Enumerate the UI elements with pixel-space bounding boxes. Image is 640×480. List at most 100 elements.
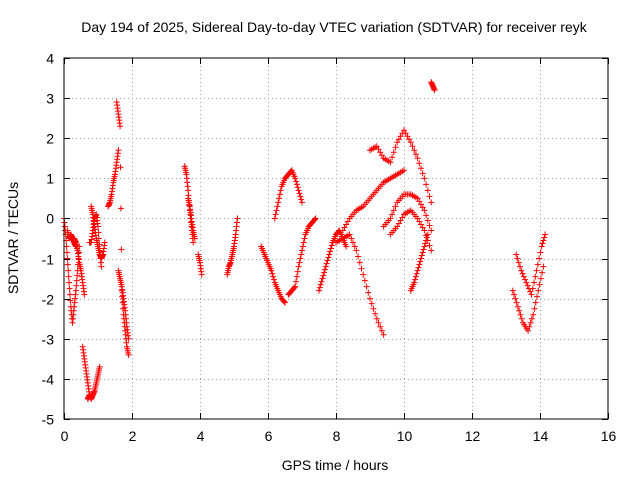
- data-point: [66, 291, 73, 298]
- data-point: [296, 190, 303, 197]
- series-sat-e: [84, 363, 103, 402]
- data-point: [365, 289, 372, 296]
- data-point: [536, 255, 543, 262]
- data-point: [531, 279, 538, 286]
- data-point: [269, 270, 276, 277]
- x-tick-label: 12: [465, 428, 481, 444]
- data-point: [539, 269, 546, 276]
- data-point: [532, 273, 539, 280]
- data-point: [375, 146, 382, 153]
- data-point: [394, 223, 401, 230]
- x-tick-label: 16: [601, 428, 617, 444]
- y-tick-label: 2: [46, 131, 54, 147]
- data-point: [316, 284, 323, 291]
- data-point: [527, 288, 534, 295]
- data-point: [293, 278, 300, 285]
- data-point: [421, 207, 428, 214]
- data-point: [512, 295, 519, 302]
- series-sat-m: [195, 251, 205, 278]
- data-point: [426, 242, 433, 249]
- data-point: [421, 243, 428, 250]
- data-point: [421, 227, 428, 234]
- data-point: [534, 293, 541, 300]
- data-point: [325, 254, 332, 261]
- grid: [64, 58, 608, 419]
- x-tick-label: 14: [533, 428, 549, 444]
- data-point: [528, 315, 535, 322]
- series-sat-x: [407, 231, 431, 294]
- data-point: [273, 207, 280, 214]
- data-point: [377, 149, 384, 156]
- data-point: [380, 331, 387, 338]
- data-point: [394, 139, 401, 146]
- data-point: [115, 147, 122, 154]
- x-tick-label: 0: [61, 428, 69, 444]
- data-point: [323, 260, 330, 267]
- data-point: [373, 315, 380, 322]
- data-point: [428, 199, 435, 206]
- data-point: [412, 276, 419, 283]
- data-point: [378, 327, 385, 334]
- data-point: [421, 175, 428, 182]
- data-point: [276, 191, 283, 198]
- series-sat-z: [509, 263, 547, 334]
- data-point: [293, 273, 300, 280]
- data-point: [418, 201, 424, 208]
- data-point: [316, 287, 322, 294]
- data-point: [517, 311, 524, 318]
- data-point: [541, 234, 548, 241]
- data-point: [392, 144, 399, 151]
- data-point: [378, 152, 385, 159]
- series-sat-aa: [513, 231, 549, 298]
- data-point: [324, 257, 331, 264]
- data-point: [298, 196, 305, 203]
- data-point: [72, 287, 79, 294]
- data-point: [426, 193, 433, 200]
- data-point: [542, 231, 549, 238]
- series-sat-c: [71, 235, 88, 298]
- data-point: [390, 207, 397, 214]
- data-point: [414, 215, 421, 222]
- x-tick-label: 8: [333, 428, 341, 444]
- data-point: [399, 214, 406, 221]
- data-point: [527, 319, 534, 326]
- data-point: [321, 269, 328, 276]
- data-point: [275, 199, 282, 206]
- data-point: [538, 243, 545, 250]
- data-point: [414, 195, 421, 202]
- data-point: [356, 259, 363, 266]
- data-point: [534, 261, 541, 268]
- data-point: [295, 187, 302, 194]
- series-sat-d: [79, 343, 93, 398]
- data-point: [96, 363, 103, 370]
- chart-title: Day 194 of 2025, Sidereal Day-to-day VTE…: [81, 19, 587, 35]
- data-point: [327, 248, 334, 255]
- y-tick-label: -2: [42, 292, 55, 308]
- data-point: [424, 187, 431, 194]
- data-point: [536, 281, 543, 288]
- data-point: [389, 211, 396, 218]
- data-point: [397, 133, 404, 140]
- data-point: [360, 271, 367, 278]
- data-point: [418, 165, 424, 172]
- data-point: [198, 271, 205, 278]
- data-point: [81, 291, 88, 298]
- data-point: [539, 240, 546, 247]
- data-point: [339, 227, 346, 234]
- data-point: [533, 267, 540, 274]
- data-point: [276, 195, 283, 202]
- data-point: [346, 231, 353, 238]
- y-tick-label: -1: [42, 252, 55, 268]
- data-point: [350, 239, 356, 246]
- data-point: [535, 287, 542, 294]
- data-point: [318, 278, 325, 285]
- data-point: [117, 164, 124, 171]
- data-point: [411, 279, 418, 286]
- data-point: [537, 249, 544, 256]
- data-point: [73, 282, 80, 289]
- data-point: [95, 229, 102, 236]
- series-sat-s: [333, 231, 387, 338]
- series-sat-y: [428, 79, 438, 94]
- data-point: [95, 235, 102, 242]
